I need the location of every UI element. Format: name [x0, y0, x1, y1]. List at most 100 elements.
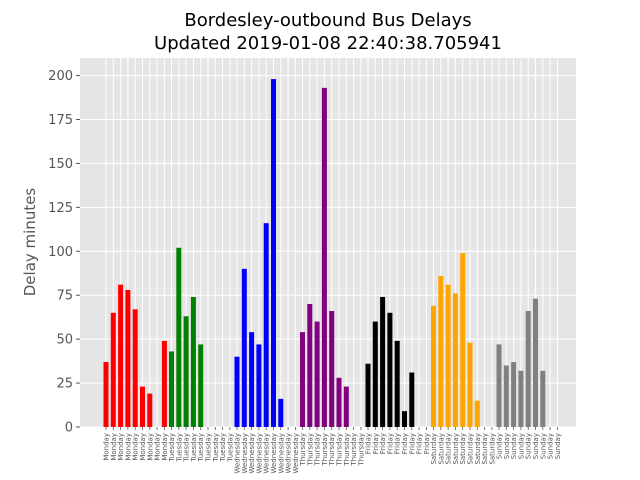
plot-area: [80, 58, 576, 427]
bar-saturday: [460, 253, 466, 427]
bar-saturday: [445, 284, 451, 427]
bar-saturday: [452, 293, 458, 427]
bar-friday: [402, 411, 407, 427]
x-tick-label: Wednesday: [285, 433, 293, 474]
bar-monday: [161, 340, 167, 427]
x-tick-label: Tuesday: [190, 433, 198, 462]
x-tick-label: Saturday: [481, 433, 489, 465]
bar-monday: [118, 284, 124, 427]
x-tick-label: Tuesday: [226, 433, 234, 462]
bar-friday: [372, 321, 378, 427]
x-tick-label: Wednesday: [234, 433, 242, 474]
bar-tuesday: [176, 247, 182, 427]
x-tick-label: Monday: [110, 433, 118, 461]
x-tick-label: Thursday: [350, 433, 358, 467]
x-tick-label: Tuesday: [168, 433, 176, 462]
x-tick-label: Wednesday: [292, 433, 300, 474]
x-tick-label: Wednesday: [277, 433, 285, 474]
x-tick-label: Tuesday: [175, 433, 183, 462]
x-tick-label: Tuesday: [212, 433, 220, 462]
bar-sunday: [525, 311, 531, 427]
bar-friday: [380, 296, 386, 427]
chart-subtitle: Updated 2019-01-08 22:40:38.705941: [154, 33, 502, 54]
bar-monday: [140, 386, 145, 427]
x-tick-label: Tuesday: [183, 433, 191, 462]
bar-saturday: [474, 400, 480, 427]
bar-tuesday: [169, 351, 174, 427]
y-tick-label: 25: [56, 377, 73, 392]
bar-monday: [110, 312, 116, 427]
x-tick-label: Tuesday: [219, 433, 227, 462]
bar-wednesday: [249, 332, 255, 427]
y-tick-label: 175: [48, 113, 73, 128]
bar-wednesday: [271, 79, 276, 427]
bar-sunday: [540, 370, 546, 427]
bar-thursday: [336, 377, 342, 427]
x-tick-label: Wednesday: [241, 433, 249, 474]
x-tick-label: Saturday: [437, 433, 445, 465]
bar-sunday: [511, 361, 517, 427]
y-tick-label: 75: [56, 289, 73, 304]
y-tick-label: 150: [48, 157, 73, 172]
y-axis-ticks: 0 25 50 75 100 125 150 175 200: [48, 69, 80, 436]
y-tick-label: 50: [56, 333, 73, 348]
y-tick-label: 100: [48, 245, 73, 260]
x-tick-label: Wednesday: [270, 433, 278, 474]
x-tick-label: Thursday: [306, 433, 314, 467]
bar-thursday: [307, 304, 313, 427]
x-tick-label: Saturday: [430, 433, 438, 465]
bar-thursday: [343, 386, 349, 427]
x-tick-label: Tuesday: [205, 433, 213, 462]
bar-friday: [394, 340, 400, 427]
x-tick-label: Friday: [394, 433, 402, 454]
x-tick-label: Thursday: [299, 433, 307, 467]
x-tick-label: Friday: [365, 433, 373, 454]
y-tick-label: 200: [48, 69, 73, 84]
bar-tuesday: [190, 296, 196, 427]
x-tick-label: Thursday: [321, 433, 329, 467]
x-tick-label: Friday: [408, 433, 416, 454]
x-tick-label: Sunday: [539, 433, 547, 459]
bar-thursday: [300, 332, 305, 427]
x-tick-label: Monday: [132, 433, 140, 461]
x-tick-label: Sunday: [496, 433, 504, 459]
x-tick-label: Sunday: [525, 433, 533, 459]
x-tick-label: Sunday: [503, 433, 511, 459]
bar-friday: [365, 363, 371, 427]
x-tick-label: Thursday: [328, 433, 336, 467]
bar-wednesday: [263, 223, 269, 427]
bar-saturday: [438, 275, 444, 427]
bar-sunday: [518, 370, 524, 427]
x-tick-label: Wednesday: [248, 433, 256, 474]
x-tick-label: Monday: [161, 433, 169, 461]
bar-wednesday: [234, 356, 240, 427]
x-tick-label: Friday: [379, 433, 387, 454]
x-tick-label: Saturday: [474, 433, 482, 465]
x-axis-ticks: Monday Monday Monday Monday Monday Monday Mond…: [103, 427, 562, 474]
bar-tuesday: [183, 316, 189, 427]
x-tick-label: Wednesday: [263, 433, 271, 474]
bar-wednesday: [278, 398, 284, 427]
x-tick-label: Friday: [401, 433, 409, 454]
x-tick-label: Saturday: [459, 433, 467, 465]
x-tick-label: Saturday: [452, 433, 460, 465]
bar-monday: [147, 393, 153, 427]
x-tick-label: Monday: [103, 433, 111, 461]
x-tick-label: Monday: [117, 433, 125, 461]
y-tick-label: 125: [48, 201, 73, 216]
x-tick-label: Sunday: [532, 433, 540, 459]
bar-sunday: [496, 344, 502, 427]
bar-saturday: [467, 342, 473, 427]
x-tick-label: Wednesday: [255, 433, 263, 474]
y-axis-label: Delay minutes: [21, 188, 39, 297]
bar-friday: [409, 372, 415, 427]
x-tick-label: Thursday: [357, 433, 365, 467]
bar-sunday: [503, 365, 509, 427]
x-tick-label: Friday: [416, 433, 424, 454]
x-tick-label: Sunday: [510, 433, 518, 459]
x-tick-label: Saturday: [467, 433, 475, 465]
bar-sunday: [533, 298, 538, 427]
x-tick-label: Monday: [139, 433, 147, 461]
bar-thursday: [314, 321, 320, 427]
bar-wednesday: [241, 268, 247, 427]
